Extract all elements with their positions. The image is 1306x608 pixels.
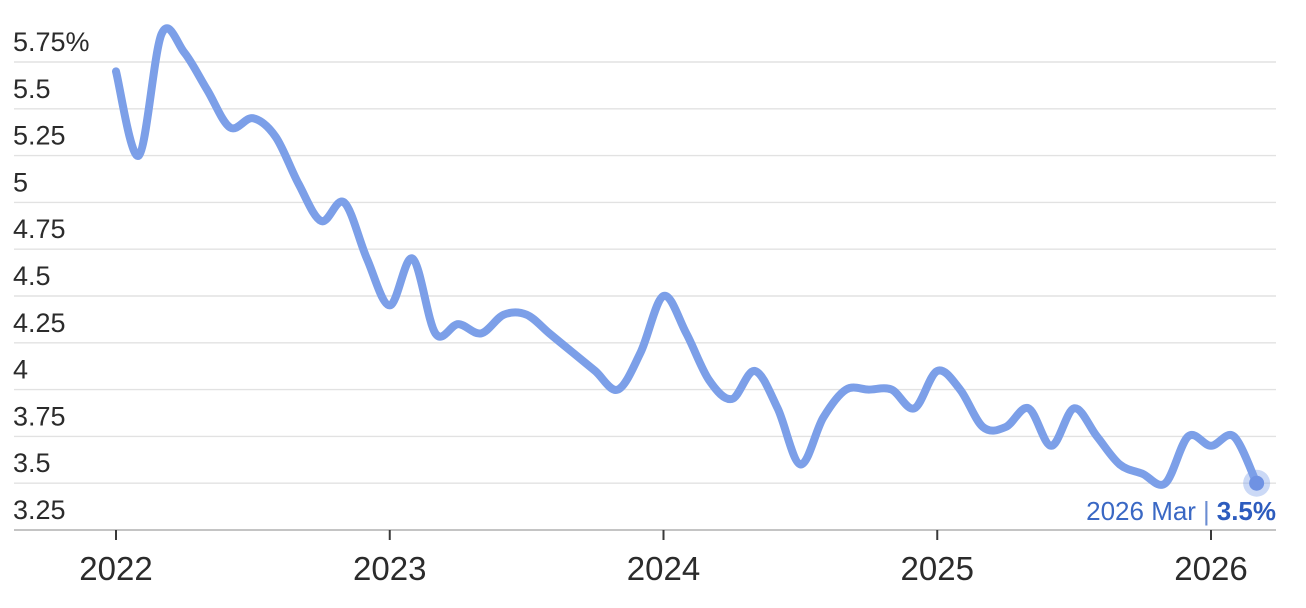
y-axis-label: 5.75%: [13, 27, 90, 57]
x-axis-label: 2024: [627, 550, 700, 587]
y-axis-label: 3.5: [13, 448, 51, 478]
y-axis-label: 5.5: [13, 74, 51, 104]
current-value-label: 2026 Mar | 3.5%: [1086, 498, 1276, 524]
x-axis-label: 2026: [1174, 550, 1247, 587]
rate-line[interactable]: [112, 24, 1261, 489]
y-axis-label: 3.75: [13, 401, 66, 431]
label-separator: |: [1202, 496, 1210, 526]
y-axis-label: 4: [13, 355, 28, 385]
x-axis-label: 2022: [79, 550, 152, 587]
y-axis-label: 3.25: [13, 495, 66, 525]
y-axis-label: 4.5: [13, 261, 51, 291]
x-axis-label: 2023: [353, 550, 426, 587]
y-axis-label: 5.25: [13, 121, 66, 151]
y-axis-label: 4.25: [13, 308, 66, 338]
current-value-text: 3.5%: [1216, 496, 1276, 526]
x-axis-label: 2025: [901, 550, 974, 587]
current-period-text: 2026 Mar: [1086, 496, 1196, 526]
y-axis-label: 5: [13, 167, 28, 197]
y-axis-label: 4.75: [13, 214, 66, 244]
endpoint-marker[interactable]: [1249, 475, 1265, 491]
